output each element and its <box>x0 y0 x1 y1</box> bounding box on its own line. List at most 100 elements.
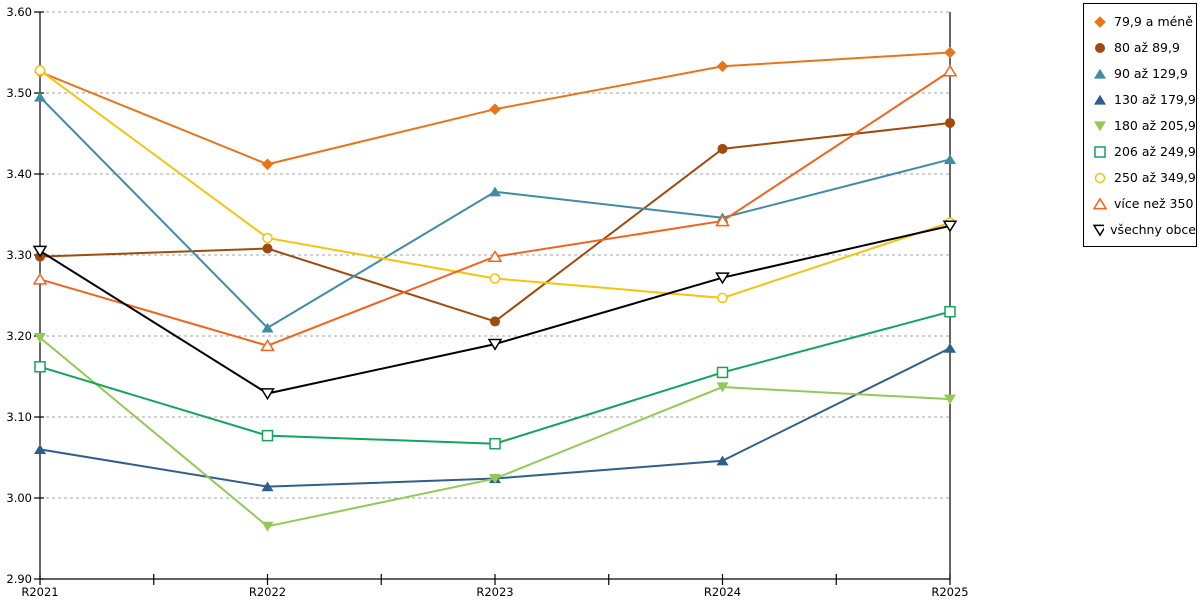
triangle-up-marker <box>716 455 729 466</box>
legend-label: 180 až 205,9 <box>1114 118 1196 133</box>
series-6 <box>34 65 956 304</box>
triangle-up-marker <box>260 339 275 352</box>
y-tick-label: 3.10 <box>6 410 32 424</box>
triangle-up-marker <box>1094 68 1106 79</box>
triangle-down-legend-icon <box>1092 224 1105 237</box>
legend-label: všechny obce <box>1110 222 1196 237</box>
triangle-up-marker <box>1092 196 1108 209</box>
triangle-up-marker <box>34 91 46 102</box>
circle-marker <box>489 273 501 284</box>
legend-item: 206 až 249,9 <box>1092 139 1196 164</box>
legend-label: 90 až 129,9 <box>1114 66 1188 81</box>
chart-legend: 79,9 a méně 80 až 89,9 90 až 129,9 130 až 1… <box>1083 3 1197 247</box>
triangle-up-marker <box>261 481 274 492</box>
triangle-down-marker <box>944 394 956 405</box>
triangle-down-marker <box>261 521 274 532</box>
circle-marker <box>490 316 500 327</box>
triangle-up-marker <box>942 64 958 77</box>
legend-item: více než 350 <box>1092 191 1196 216</box>
triangle-up-marker <box>944 342 956 353</box>
triangle-up-legend-icon <box>1094 94 1106 105</box>
circle-marker <box>262 232 273 244</box>
triangle-up-legend-icon <box>1094 68 1106 79</box>
circle-marker <box>717 143 728 154</box>
circle-marker <box>945 117 955 128</box>
series-8 <box>32 220 958 401</box>
y-axis: 2.90 3.00 3.10 3.20 3.30 3.40 3.50 3.60 <box>6 5 44 586</box>
square-marker <box>34 361 46 373</box>
circle-legend-icon <box>1095 42 1105 53</box>
series-0 <box>34 46 956 171</box>
triangle-up-marker <box>261 322 274 333</box>
y-tick-label: 3.20 <box>6 329 32 343</box>
square-marker <box>489 437 501 450</box>
triangle-up-marker <box>1094 94 1106 105</box>
triangle-down-marker <box>1092 224 1105 237</box>
square-marker <box>716 366 729 379</box>
diamond-legend-icon <box>1094 15 1106 28</box>
diamond-marker <box>944 46 956 59</box>
circle-marker <box>717 292 728 304</box>
triangle-up-marker <box>32 272 48 285</box>
diamond-marker <box>489 103 501 115</box>
triangle-down-marker <box>1094 120 1106 131</box>
series-line <box>39 336 951 528</box>
series-line <box>39 310 951 445</box>
legend-label: 130 až 179,9 <box>1114 92 1196 107</box>
axes <box>39 12 951 580</box>
circle-marker <box>34 65 46 76</box>
legend-item: 180 až 205,9 <box>1092 113 1196 138</box>
circle-marker <box>1095 42 1105 53</box>
triangle-up-marker <box>34 444 46 454</box>
circle-marker <box>1094 172 1106 183</box>
triangle-up-marker <box>489 186 501 197</box>
circle-legend-icon <box>1094 172 1106 183</box>
triangle-down-marker <box>487 338 503 351</box>
series-line <box>39 96 951 330</box>
circle-marker <box>262 243 273 254</box>
x-tick-label: R2022 <box>249 585 286 599</box>
legend-label: 206 až 249,9 <box>1114 144 1196 159</box>
triangle-down-marker <box>489 473 501 484</box>
legend-item: 79,9 a méně <box>1092 9 1196 34</box>
triangle-down-legend-icon <box>1094 120 1106 131</box>
x-tick-label: R2024 <box>704 585 741 599</box>
triangle-down-marker <box>715 272 730 285</box>
series-7 <box>32 64 958 352</box>
triangle-down-marker <box>942 220 958 233</box>
triangle-down-marker <box>32 245 48 258</box>
triangle-up-marker <box>487 249 503 262</box>
legend-label: 79,9 a méně <box>1114 14 1193 29</box>
x-axis: R2021 R2022 R2023 R2024 R2025 <box>21 574 969 599</box>
diamond-marker <box>1094 15 1106 28</box>
triangle-down-marker <box>34 333 46 343</box>
x-tick-label: R2023 <box>476 585 513 599</box>
series-4 <box>34 333 956 532</box>
square-marker <box>944 305 956 318</box>
legend-label: více než 350 <box>1114 196 1194 211</box>
triangle-up-legend-icon <box>1092 196 1108 209</box>
legend-item: 250 až 349,9 <box>1092 165 1196 190</box>
x-tick-label: R2025 <box>931 585 968 599</box>
y-tick-label: 3.60 <box>6 5 32 19</box>
series-5 <box>34 305 956 450</box>
diamond-marker <box>261 158 274 171</box>
y-tick-label: 3.40 <box>6 167 32 181</box>
legend-item: všechny obce <box>1092 217 1196 242</box>
y-tick-label: 2.90 <box>6 572 32 586</box>
series-line <box>39 121 951 323</box>
diamond-marker <box>716 60 729 73</box>
y-tick-label: 3.50 <box>6 86 32 100</box>
triangle-down-marker <box>716 382 729 393</box>
series-2 <box>34 91 956 333</box>
square-marker <box>261 429 274 442</box>
triangle-down-marker <box>260 388 275 401</box>
legend-label: 80 až 89,9 <box>1114 40 1180 55</box>
legend-item: 130 až 179,9 <box>1092 87 1196 112</box>
triangle-up-marker <box>944 154 956 165</box>
triangle-up-marker <box>715 214 730 227</box>
series-1 <box>35 117 955 327</box>
x-tick-label: R2021 <box>21 585 58 599</box>
